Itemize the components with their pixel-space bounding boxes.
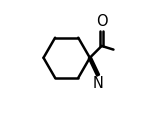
Text: O: O <box>96 14 107 29</box>
Text: N: N <box>93 76 104 91</box>
